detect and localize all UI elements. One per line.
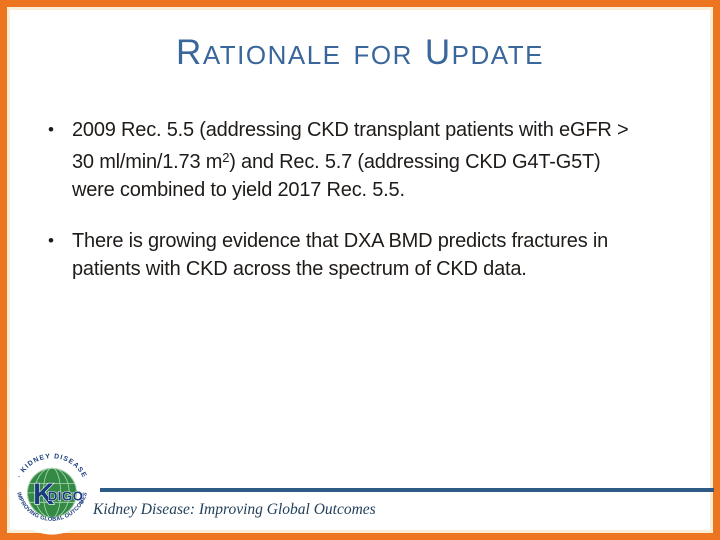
title-initial-3: U [424, 33, 452, 72]
title-rest-1: ATIONALE [202, 40, 342, 70]
bullet-list: • 2009 Rec. 5.5 (addressing CKD transpla… [48, 116, 684, 283]
bullet-marker: • [48, 120, 54, 139]
logo-acronym-initial: K [33, 479, 54, 511]
bullet-marker: • [48, 231, 54, 250]
registered-trademark-icon: ® [80, 499, 84, 506]
bullet-1-superscript: 2 [222, 150, 230, 165]
footer-tagline: Kidney Disease: Improving Global Outcome… [93, 501, 376, 518]
kdigo-logo: · KIDNEY DISEASE IMPROVING GLOBAL OUTCOM… [9, 449, 95, 535]
bullet-1-segment-b: ) and Rec. 5.7 (addressing CKD G4T-G5T) … [72, 151, 601, 201]
title-word-2: FOR [353, 40, 413, 70]
title-rest-3: PDATE [451, 40, 544, 70]
bullet-1-segment-a: 2009 Rec. 5.5 (addressing CKD transplant… [72, 119, 629, 173]
bullet-text: There is growing evidence that DXA BMD p… [72, 227, 684, 283]
globe-grid-lines [27, 467, 77, 518]
slide-title: RATIONALE FOR UPDATE [0, 33, 720, 75]
bullet-text: 2009 Rec. 5.5 (addressing CKD transplant… [72, 116, 684, 204]
logo-acronym-rest: DIGO [48, 489, 84, 504]
bullet-item: • 2009 Rec. 5.5 (addressing CKD transpla… [48, 116, 684, 204]
footer-divider-line [100, 488, 714, 492]
bullet-2-text: There is growing evidence that DXA BMD p… [72, 230, 609, 280]
bullet-item: • There is growing evidence that DXA BMD… [48, 227, 684, 283]
title-initial-1: R [176, 33, 203, 72]
